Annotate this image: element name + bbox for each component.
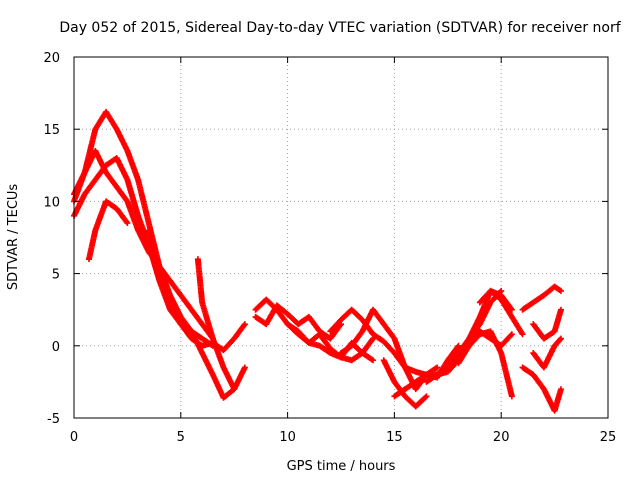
data-point-marker: [455, 342, 462, 349]
series-arc-6: [194, 256, 238, 393]
x-tick-label: 0: [70, 430, 78, 445]
y-tick-label: 10: [43, 195, 60, 210]
series-arc-5: [145, 227, 248, 354]
y-tick-label: 5: [52, 268, 60, 283]
data-point-marker: [507, 332, 514, 339]
series-arc-4: [85, 198, 131, 263]
data-point-marker: [241, 364, 248, 371]
y-axis-label: SDTVAR / TECUs: [6, 184, 21, 291]
x-tick-label: 25: [600, 430, 617, 445]
data-point-marker: [498, 287, 505, 294]
data-point-marker: [434, 364, 441, 371]
axis-ticks: 0 5 10 15 20 25 -5 0 5 10 15 20: [43, 51, 616, 445]
y-tick-label: -5: [47, 412, 60, 427]
data-markers: [71, 108, 565, 414]
data-point-marker: [422, 394, 429, 401]
data-point-marker: [370, 357, 377, 364]
y-tick-label: 20: [43, 51, 60, 66]
plot-area-frame: [73, 56, 609, 419]
data-point-marker: [497, 289, 504, 296]
x-axis-label: GPS time / hours: [287, 459, 396, 474]
data-point-marker: [558, 306, 565, 313]
data-point-marker: [231, 386, 238, 393]
data-point-marker: [558, 386, 565, 393]
data-point-marker: [519, 331, 526, 338]
series-arc-20: [530, 335, 565, 371]
series-arc-17: [476, 287, 526, 338]
data-point-marker: [508, 393, 515, 400]
series-arc-19: [519, 283, 565, 313]
series-arc-21: [530, 306, 565, 342]
data-point-marker: [368, 356, 375, 363]
x-tick-label: 5: [177, 430, 185, 445]
data-point-marker: [241, 321, 248, 328]
x-tick-label: 10: [279, 430, 296, 445]
data-point-marker: [124, 220, 131, 227]
series-arc-18: [519, 364, 565, 414]
series-arc-8: [252, 302, 344, 342]
data-point-marker: [558, 335, 565, 342]
data-point-marker: [432, 365, 439, 372]
y-tick-label: 0: [52, 340, 60, 355]
series-arc-12: [380, 357, 430, 410]
x-tick-label: 15: [386, 430, 403, 445]
series-arc-16: [455, 328, 515, 367]
data-point-marker: [508, 331, 515, 338]
chart-title: Day 052 of 2015, Sidereal Day-to-day VTE…: [59, 20, 621, 36]
data-point-marker: [423, 393, 430, 400]
x-tick-label: 20: [493, 430, 510, 445]
data-point-marker: [558, 287, 565, 294]
y-tick-label: 15: [43, 123, 60, 138]
data-point-marker: [557, 336, 564, 343]
